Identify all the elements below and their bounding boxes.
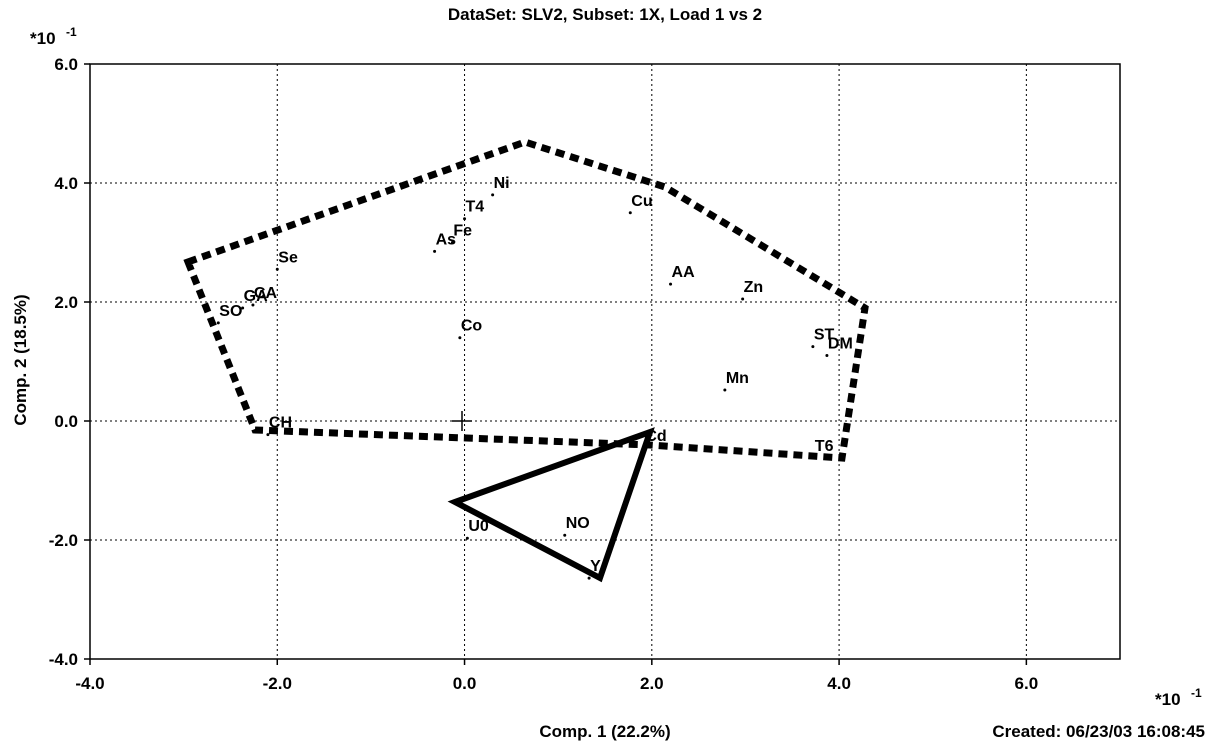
y-scale-exponent: -1 (66, 25, 77, 39)
point (669, 282, 673, 286)
point (463, 217, 467, 221)
point-label: DM (828, 336, 853, 353)
group-hull (183, 138, 869, 462)
point (587, 576, 591, 580)
point-label: Cu (631, 193, 652, 210)
x-scale-exponent: -1 (1191, 686, 1202, 700)
point (491, 193, 495, 197)
point-label: As (436, 231, 457, 248)
point-label: T6 (815, 438, 834, 455)
y-tick-label: 2.0 (54, 293, 78, 312)
point-label: Se (278, 249, 298, 266)
x-tick-label: 2.0 (640, 674, 664, 693)
point (266, 433, 270, 437)
point (275, 267, 279, 271)
point (811, 345, 815, 349)
x-tick-label: 6.0 (1015, 674, 1039, 693)
point (628, 211, 632, 215)
point-label: CA (254, 285, 278, 302)
point (825, 354, 829, 358)
point-label: Y (590, 558, 601, 575)
point-label: GA (244, 288, 268, 305)
point-label: NO (566, 515, 590, 532)
y-tick-label: -4.0 (49, 650, 78, 669)
point-label: Mn (726, 370, 749, 387)
point (465, 536, 469, 540)
footer: Created: 06/23/03 16:08:45 (992, 722, 1205, 741)
x-tick-label: -2.0 (263, 674, 292, 693)
y-tick-label: 0.0 (54, 412, 78, 431)
y-tick-label: 6.0 (54, 55, 78, 74)
point (812, 456, 816, 460)
point-label: Fe (453, 223, 472, 240)
y-scale-base: *10 (30, 29, 56, 48)
y-tick-label: -2.0 (49, 531, 78, 550)
point (216, 321, 220, 325)
point (563, 533, 567, 537)
point-label: Cd (645, 428, 666, 445)
x-tick-label: -4.0 (75, 674, 104, 693)
point (458, 336, 462, 340)
point-label: T4 (466, 199, 485, 216)
y-tick-label: 4.0 (54, 174, 78, 193)
point-label: U0 (468, 518, 489, 535)
x-axis-title: Comp. 1 (22.2%) (539, 722, 670, 741)
point (723, 388, 727, 392)
x-tick-label: 4.0 (827, 674, 851, 693)
point-label: ST (814, 327, 835, 344)
point (450, 241, 454, 244)
point-label: AA (672, 264, 696, 281)
group-triangle (447, 427, 655, 583)
x-scale-base: *10 (1155, 690, 1181, 709)
y-axis-title: Comp. 2 (18.5%) (11, 294, 30, 425)
point (642, 446, 646, 450)
point-label: Ni (494, 175, 510, 192)
point-label: Co (461, 318, 483, 335)
point-label: SO (219, 303, 242, 320)
point (251, 303, 255, 307)
point-label: CH (269, 415, 292, 432)
point (433, 249, 437, 253)
point (241, 306, 245, 310)
point-label: Zn (744, 279, 764, 296)
chart-title: DataSet: SLV2, Subset: 1X, Load 1 vs 2 (448, 5, 762, 24)
point (741, 297, 745, 301)
x-tick-label: 0.0 (453, 674, 477, 693)
